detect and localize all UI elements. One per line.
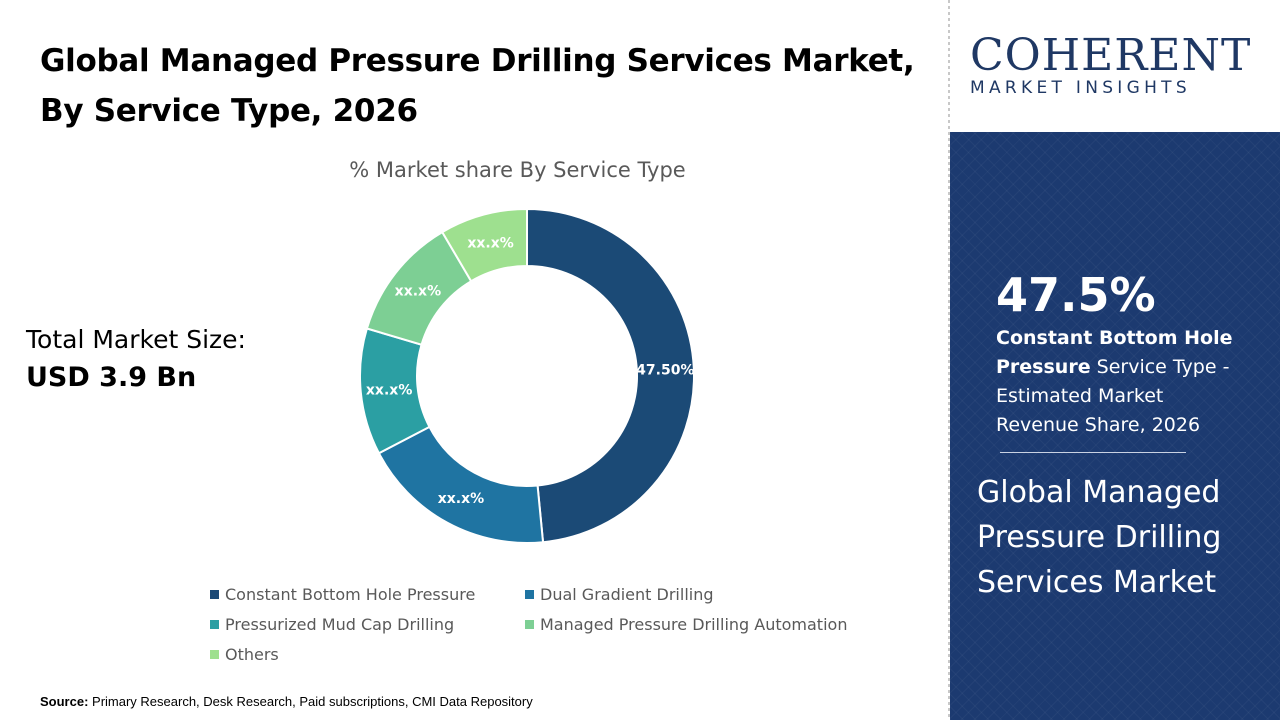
chart-title: % Market share By Service Type	[349, 158, 686, 182]
source-text: Primary Research, Desk Research, Paid su…	[88, 694, 533, 709]
legend-item-2: Pressurized Mud Cap Drilling	[210, 615, 454, 634]
panel-rule	[1000, 452, 1186, 453]
legend-swatch-3	[525, 620, 534, 629]
legend-label-2: Pressurized Mud Cap Drilling	[225, 615, 455, 634]
logo-area	[950, 0, 1280, 132]
legend-label-1: Dual Gradient Drilling	[540, 585, 714, 604]
donut-data-label-3: xx.x%	[395, 284, 441, 300]
legend-label-4: Others	[225, 645, 279, 664]
brand-tagline: MARKET INSIGHTS	[970, 78, 1191, 98]
donut-slice-1	[377, 425, 545, 544]
legend-swatch-1	[525, 590, 534, 599]
legend-item-1: Dual Gradient Drilling	[525, 585, 714, 604]
legend-label-0: Constant Bottom Hole Pressure	[225, 585, 476, 604]
total-market-label: Total Market Size:	[26, 325, 246, 354]
highlight-value: 47.5%	[996, 268, 1156, 322]
legend-label-3: Managed Pressure Drilling Automation	[540, 615, 848, 634]
source-note: Source: Primary Research, Desk Research,…	[40, 694, 533, 709]
source-label: Source:	[40, 694, 89, 709]
donut-data-label-4: xx.x%	[467, 235, 513, 251]
highlight-description: Constant Bottom Hole Pressure Service Ty…	[996, 324, 1246, 440]
highlight-segment: Constant Bottom Hole Pressure	[996, 327, 1233, 378]
donut-data-label-1: xx.x%	[438, 491, 484, 507]
legend-swatch-4	[210, 650, 219, 659]
legend-swatch-2	[210, 620, 219, 629]
donut-data-label-2: xx.x%	[366, 382, 412, 398]
donut-slice-4	[440, 207, 528, 283]
donut-chart: 47.50% xx.x% xx.x% xx.x% xx.x%	[359, 207, 695, 544]
panel-divider	[948, 0, 950, 720]
legend-swatch-0	[210, 590, 219, 599]
highlight-text: Service Type - Estimated Market Revenue …	[996, 356, 1230, 436]
brand-logo: COHERENT	[970, 30, 1252, 81]
chart-area	[0, 0, 948, 720]
donut-slice-0	[526, 207, 695, 544]
highlight-panel	[950, 132, 1280, 720]
legend-item-4: Others	[210, 645, 279, 664]
legend-item-3: Managed Pressure Drilling Automation	[525, 615, 847, 634]
total-market-value: USD 3.9 Bn	[26, 362, 197, 393]
legend-item-0: Constant Bottom Hole Pressure	[210, 585, 475, 604]
page-title: Global Managed Pressure Drilling Service…	[40, 43, 915, 129]
panel-market-name: Global Managed Pressure Drilling Service…	[977, 475, 1222, 600]
donut-data-label-0: 47.50%	[636, 362, 694, 378]
